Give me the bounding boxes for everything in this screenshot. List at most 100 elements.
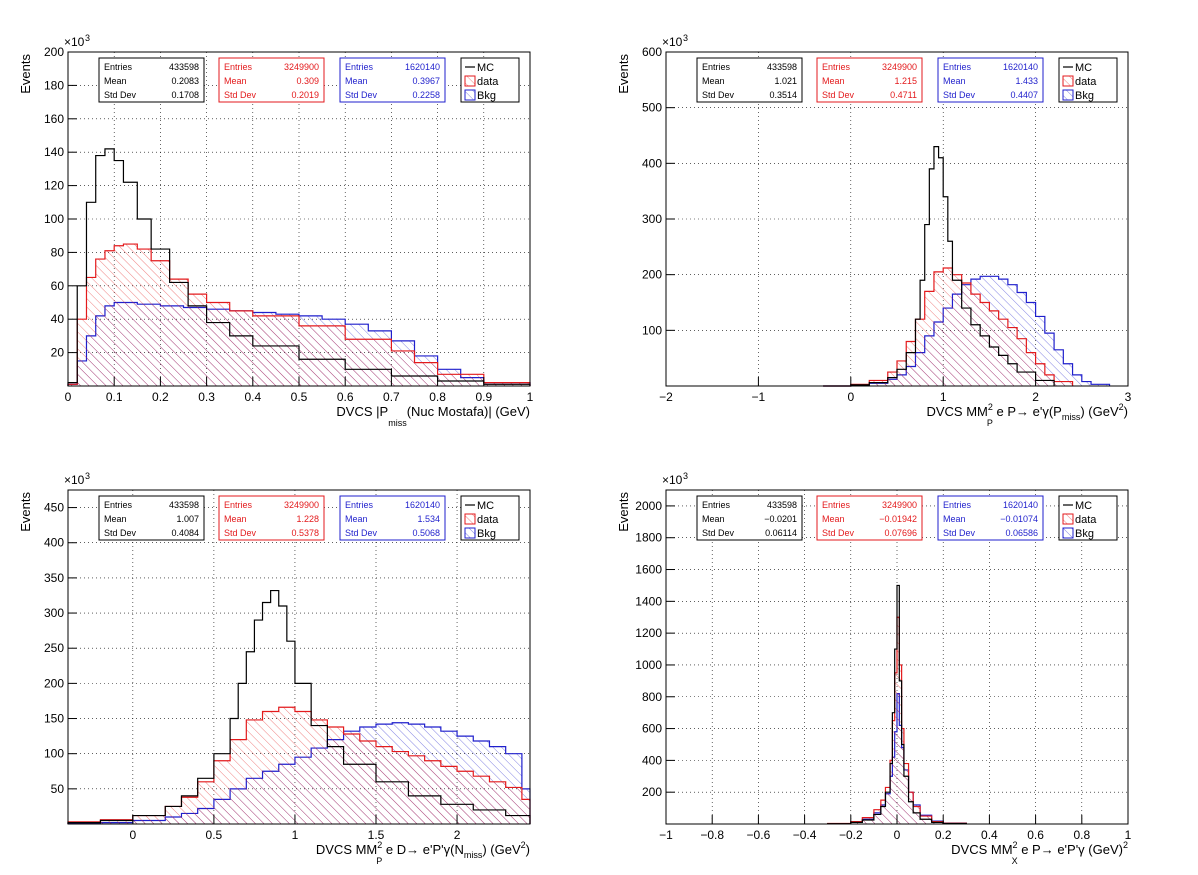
x-tick-label: 0: [129, 828, 136, 842]
stats-label-stddev: Std Dev: [943, 90, 976, 100]
stats-label-stddev: Std Dev: [702, 90, 735, 100]
legend: MC data Bkg: [460, 495, 520, 541]
stats-value-entries: 1620140: [405, 62, 440, 72]
stats-label-entries: Entries: [224, 62, 253, 72]
x-axis-label-post2: ) (GeV: [1080, 404, 1119, 419]
x-tick-label: 1: [527, 390, 534, 404]
legend-swatch-data: [464, 75, 476, 87]
stats-value-stddev: 0.07696: [884, 528, 917, 538]
histogram-mc: [823, 146, 1055, 387]
x-tick-label: 0.6: [337, 390, 354, 404]
x-axis-label-post: e P→ e'γ(P: [993, 404, 1062, 419]
stats-box-frame: [339, 57, 446, 103]
x-axis-label-sub: X: [1012, 856, 1018, 866]
stats-box-frame: [937, 495, 1044, 541]
stats-value-mean: 0.309: [296, 76, 319, 86]
x-tick-label: 0.9: [475, 390, 492, 404]
x-tick-label: 0.8: [429, 390, 446, 404]
y-tick-label: 60: [51, 279, 65, 293]
y-tick-label: 350: [44, 571, 64, 585]
x-tick-label: −1: [752, 390, 766, 404]
x-axis-label-sup: 2: [988, 402, 993, 412]
legend-label-mc: MC: [477, 62, 494, 74]
x-tick-label: −0.4: [793, 828, 817, 842]
y-tick-label: 1000: [635, 658, 662, 672]
stats-value-entries: 433598: [767, 62, 797, 72]
stats-value-mean: 1.021: [774, 76, 797, 86]
stats-box-frame: [696, 495, 803, 541]
x-axis-label-post3: ): [1124, 404, 1128, 419]
legend: MC data Bkg: [460, 57, 520, 103]
legend-swatch-data: [464, 513, 476, 525]
stats-label-entries: Entries: [702, 62, 731, 72]
stats-label-stddev: Std Dev: [943, 528, 976, 538]
x-axis-label-post2: ): [1119, 842, 1123, 857]
stats-box-frame: [696, 57, 803, 103]
stats-value-stddev: 0.2258: [412, 90, 440, 100]
stats-box-mc: Entries 433598 Mean −0.0201 Std Dev 0.06114: [696, 495, 803, 541]
x-axis-label-post: e D→ e'P'γ(N: [382, 842, 464, 857]
x-axis-label-sup2: 2: [1119, 402, 1124, 412]
stats-value-mean: 1.228: [296, 514, 319, 524]
legend-swatch-bkg: [1062, 89, 1074, 101]
legend-swatch-bkg: [464, 527, 476, 539]
x-tick-label: 0.7: [383, 390, 400, 404]
y-exponent-label: ×10: [64, 35, 85, 49]
x-axis-label: DVCS |Pmiss(Nuc Mostafa)| (GeV): [336, 404, 530, 428]
stats-value-stddev: 0.5378: [291, 528, 319, 538]
stats-value-stddev: 0.06586: [1005, 528, 1038, 538]
x-axis-label: DVCS MM2 P e D→ e'P'γ(Nmiss) (GeV2): [316, 840, 530, 866]
y-exponent-label: ×10: [662, 35, 683, 49]
y-tick-label: 450: [44, 501, 64, 515]
stats-value-entries: 3249900: [284, 500, 319, 510]
x-tick-label: 0.5: [206, 828, 223, 842]
x-tick-label: 0.8: [1073, 828, 1090, 842]
stats-value-stddev: 0.06114: [765, 528, 797, 538]
y-tick-label: 80: [51, 245, 65, 259]
x-axis-label-pre: DVCS |P: [336, 404, 388, 419]
y-tick-label: 200: [642, 268, 662, 282]
y-axis-label: Events: [616, 54, 631, 94]
stats-box-frame: [937, 57, 1044, 103]
stats-value-mean: 1.007: [176, 514, 199, 524]
x-tick-label: 3: [1125, 390, 1132, 404]
stats-value-entries: 1620140: [1003, 500, 1038, 510]
y-exponent-power: 3: [683, 471, 688, 481]
stats-box-bkg: Entries 1620140 Mean −0.01074 Std Dev 0.06586: [937, 495, 1044, 541]
stats-box-bkg: Entries 1620140 Mean 1.433 Std Dev 0.4407: [937, 57, 1044, 103]
legend-label-bkg: Bkg: [1075, 528, 1094, 540]
stats-label-mean: Mean: [224, 514, 247, 524]
stats-value-mean: −0.0201: [764, 514, 797, 524]
y-tick-label: 1200: [635, 626, 662, 640]
stats-value-stddev: 0.1708: [171, 90, 199, 100]
stats-label-entries: Entries: [345, 500, 374, 510]
legend-label-bkg: Bkg: [1075, 90, 1094, 102]
y-tick-label: 150: [44, 712, 64, 726]
stats-label-entries: Entries: [822, 62, 851, 72]
y-tick-label: 600: [642, 45, 662, 59]
stats-label-stddev: Std Dev: [224, 90, 257, 100]
x-axis-label-post2: ) (GeV: [482, 842, 521, 857]
stats-value-mean: 0.3967: [412, 76, 440, 86]
legend-swatch-data: [1062, 513, 1074, 525]
y-tick-label: 1800: [635, 531, 662, 545]
stats-box-bkg: Entries 1620140 Mean 1.534 Std Dev 0.5068: [339, 495, 446, 541]
y-tick-label: 1600: [635, 563, 662, 577]
stats-value-stddev: 0.3514: [769, 90, 797, 100]
y-tick-label: 120: [44, 179, 64, 193]
x-tick-label: 2: [1032, 390, 1039, 404]
stats-label-stddev: Std Dev: [822, 90, 855, 100]
y-tick-label: 200: [44, 676, 64, 690]
y-axis-label: Events: [616, 492, 631, 532]
legend-swatch-bkg: [464, 89, 476, 101]
x-tick-label: −0.6: [747, 828, 771, 842]
legend-label-data: data: [477, 76, 499, 88]
stats-value-entries: 1620140: [1003, 62, 1038, 72]
histogram-mc: [827, 584, 967, 825]
x-axis-label-sup2: 2: [521, 840, 526, 850]
y-axis-label: Events: [18, 492, 33, 532]
x-axis-label-post3: ): [526, 842, 530, 857]
stats-label-entries: Entries: [104, 500, 133, 510]
stats-label-mean: Mean: [822, 76, 845, 86]
